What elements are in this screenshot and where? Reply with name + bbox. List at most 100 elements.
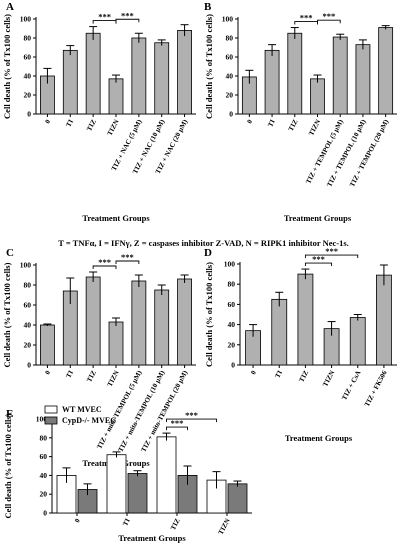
category-label: TIZN	[307, 118, 322, 137]
y-tick-label: 60	[226, 53, 234, 62]
bar	[62, 49, 78, 115]
bar	[264, 49, 280, 115]
category-label: TIZ	[287, 118, 300, 133]
y-tick-label: 40	[226, 72, 234, 81]
bar-wt	[106, 454, 127, 514]
category-label: 0	[73, 517, 82, 524]
y-axis-label: Cell death (% of Tx100 cells)	[2, 14, 12, 119]
category-label: TIZ + mito-TEMPOL (5 μM)	[95, 369, 144, 451]
x-axis-label: Treatment Groups	[118, 533, 186, 543]
significance-label: ***	[98, 12, 111, 22]
significance-bracket	[115, 18, 140, 23]
y-tick-label: 60	[24, 53, 32, 62]
x-axis-label: Treatment Groups	[285, 433, 353, 443]
bar	[287, 32, 303, 115]
y-tick-label: 40	[40, 471, 48, 480]
y-tick-label: 80	[24, 34, 32, 43]
significance-label: ***	[322, 11, 335, 21]
y-tick-label: 40	[24, 321, 32, 330]
category-label: TIZ	[85, 118, 98, 133]
y-tick-label: 0	[229, 110, 233, 119]
y-tick-label: 80	[228, 280, 236, 289]
significance-label: ***	[171, 418, 184, 428]
bar-cypd	[127, 473, 148, 514]
bar	[85, 276, 101, 366]
significance-bracket	[304, 262, 333, 267]
significance-bracket	[92, 265, 117, 269]
figure-caption: T = TNFα, I = IFNγ, Z = caspases inhibit…	[58, 238, 349, 248]
category-label: TIZN	[217, 517, 232, 536]
y-tick-label: 80	[24, 281, 32, 290]
significance-bracket	[304, 254, 359, 259]
bar-wt	[156, 436, 177, 514]
y-tick-label: 80	[40, 433, 48, 442]
bar	[131, 280, 147, 366]
y-tick-label: 80	[226, 34, 234, 43]
y-tick-label: 20	[228, 340, 236, 349]
legend: WT MVEC CypD-/- MVEC	[44, 405, 116, 425]
y-tick-label: 20	[40, 490, 48, 499]
y-tick-label: 100	[36, 415, 48, 424]
y-tick-label: 0	[27, 361, 31, 370]
y-tick-label: 20	[24, 341, 32, 350]
category-label: TIZ + FK506	[363, 369, 389, 408]
category-label: TI	[266, 118, 277, 129]
y-tick-label: 40	[24, 72, 32, 81]
chart-panel-b: B 0 20 40 60 80 100 Cell death (% of Tx100 cell…	[204, 1, 397, 223]
category-label: 0	[245, 118, 254, 125]
bar	[154, 42, 170, 115]
chart-panel-a: A 0 20 40 60 80 100 Cell death (% of Tx100 cell…	[2, 1, 196, 223]
x-axis-label: Treatment Groups	[284, 213, 352, 223]
significance-label: ***	[325, 246, 338, 256]
bar	[297, 273, 314, 366]
category-label: 0	[43, 369, 52, 376]
category-label: TI	[65, 118, 76, 129]
bar	[310, 78, 325, 115]
y-axis-label: Cell death (% of Tx100 cells)	[204, 262, 214, 367]
y-tick-label: 60	[40, 452, 48, 461]
significance-bracket	[166, 418, 217, 423]
y-tick-label: 100	[20, 261, 32, 270]
y-tick-label: 0	[231, 361, 235, 370]
category-label: TI	[273, 369, 284, 380]
bar	[332, 36, 348, 115]
category-label: TIZN	[321, 369, 336, 388]
y-axis-label: Cell death (% of Tx100 cells)	[3, 413, 13, 518]
panel-letter: C	[6, 247, 14, 259]
panel-letter: E	[6, 408, 13, 420]
significance-label: ***	[185, 410, 198, 420]
category-label: TIZ	[85, 369, 98, 384]
bar	[355, 44, 371, 115]
bar	[349, 317, 366, 366]
y-tick-label: 40	[228, 320, 236, 329]
chart-panel-e: E 0 20 40 60 80 100 Cell death (% of Tx100 cell…	[3, 405, 252, 543]
x-axis-label: Treatment Groups	[82, 213, 150, 223]
significance-label: ***	[121, 10, 134, 20]
legend-label: CypD-/- MVEC	[62, 416, 116, 425]
significance-bracket	[317, 19, 341, 24]
significance-label: ***	[121, 252, 134, 262]
panel-letter: D	[204, 247, 212, 259]
category-label: TIZN	[106, 118, 121, 137]
bar	[40, 324, 55, 366]
significance-bracket	[166, 426, 188, 431]
panel-letter: B	[204, 1, 212, 13]
legend-swatch	[44, 405, 58, 414]
bar	[271, 298, 288, 366]
bar	[85, 32, 101, 115]
significance-label: ***	[98, 257, 111, 267]
y-tick-label: 100	[222, 15, 234, 24]
y-tick-label: 60	[24, 301, 32, 310]
category-label: TIZ + CsA	[340, 369, 362, 401]
bar	[376, 274, 392, 366]
chart-panel-d: D 0 20 40 60 80 100 Cell death (% of Tx100 cell…	[204, 246, 397, 443]
bar	[108, 321, 124, 366]
y-tick-label: 20	[24, 91, 32, 100]
bar	[154, 289, 170, 366]
legend-label: WT MVEC	[62, 405, 102, 414]
panel-letter: A	[6, 1, 14, 13]
y-tick-label: 100	[20, 15, 32, 24]
y-tick-label: 0	[43, 509, 47, 518]
category-label: 0	[249, 369, 258, 376]
category-label: TIZ	[169, 517, 182, 532]
